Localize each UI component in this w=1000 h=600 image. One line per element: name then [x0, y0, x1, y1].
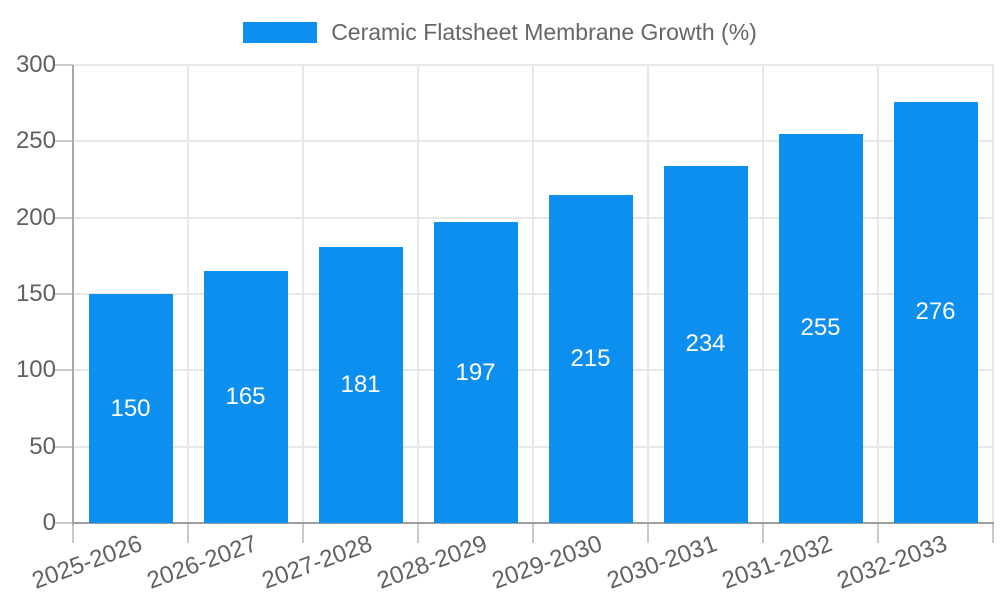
x-tick-label: 2029-2030 [488, 530, 606, 595]
legend-label: Ceramic Flatsheet Membrane Growth (%) [331, 19, 757, 45]
y-tick-label: 200 [15, 204, 56, 231]
bar[interactable] [203, 271, 288, 523]
y-axis-tick [55, 369, 73, 372]
x-tick-label: 2026-2027 [143, 530, 261, 595]
bar[interactable] [663, 165, 748, 523]
y-tick-label: 250 [15, 127, 56, 154]
v-gridline [302, 65, 304, 523]
x-tick-label: 2027-2028 [258, 530, 376, 595]
x-tick-label: 2032-2033 [833, 530, 951, 595]
x-tick-label: 2031-2032 [718, 530, 836, 595]
x-tick-label: 2028-2029 [373, 530, 491, 595]
legend-swatch [243, 21, 318, 43]
x-axis-line [72, 522, 994, 524]
x-tick-label: 2030-2031 [603, 530, 721, 595]
y-axis-tick [55, 293, 73, 295]
v-gridline [992, 65, 994, 523]
bar[interactable] [778, 133, 863, 523]
x-axis-tick [187, 523, 189, 543]
bar[interactable] [893, 101, 978, 523]
x-axis-tick [647, 523, 649, 543]
x-axis-tick [532, 523, 534, 543]
y-axis-tick [55, 445, 73, 448]
v-gridline [187, 65, 189, 523]
y-tick-label: 0 [42, 509, 56, 536]
y-tick-label: 300 [15, 51, 56, 78]
y-axis-tick [55, 216, 73, 219]
x-axis-tick [417, 523, 419, 543]
bar[interactable] [88, 294, 173, 523]
bar[interactable] [548, 194, 633, 523]
y-axis-tick [55, 64, 73, 66]
legend-item[interactable]: Ceramic Flatsheet Membrane Growth (%) [0, 20, 1000, 44]
v-gridline [762, 65, 764, 523]
v-gridline [417, 65, 419, 523]
x-axis-tick [877, 523, 879, 543]
bar[interactable] [318, 246, 403, 523]
y-tick-label: 100 [15, 356, 56, 383]
x-axis-tick [762, 523, 764, 543]
y-axis-tick [55, 140, 73, 143]
x-axis-tick [992, 523, 994, 543]
x-tick-label: 2025-2026 [28, 530, 146, 595]
y-axis-tick [55, 522, 73, 524]
v-gridline [877, 65, 879, 523]
v-gridline [647, 65, 649, 523]
x-axis-tick [302, 523, 304, 543]
y-axis-line [72, 65, 74, 525]
y-tick-label: 50 [29, 433, 56, 460]
y-tick-label: 150 [15, 280, 56, 307]
x-axis-tick [72, 523, 74, 543]
v-gridline [532, 65, 534, 523]
bar[interactable] [433, 222, 518, 523]
